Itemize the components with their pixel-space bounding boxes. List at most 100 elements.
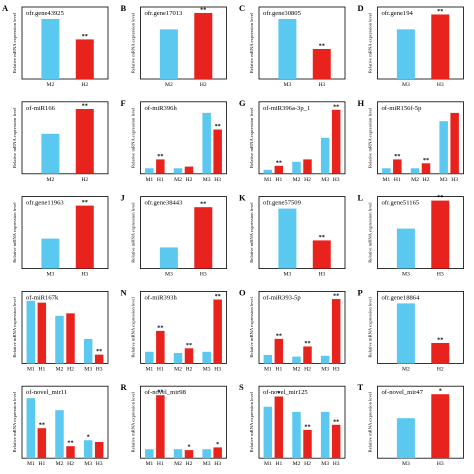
x-tick-label: M3 [283,82,291,88]
x-tick-label: H3 [81,272,88,278]
plot-frame [21,101,109,175]
bar-H2 [421,163,431,174]
x-tick-label: H1 [157,177,164,183]
bar-M2 [159,29,178,80]
bar-M1 [26,398,36,459]
ylabel: Relative mRNA expression level [249,12,254,73]
x-tick-label: M3 [203,461,211,467]
chart-title: ofr.gene17013 [145,10,184,17]
panel-letter: O [239,287,246,297]
ylabel: Relative mRNA expression level [249,107,254,168]
chart-title: of-miR166 [26,105,56,112]
ylabel: Relative mRNA expression level [249,202,254,263]
bar-M3 [396,418,415,459]
x-tick-label: M2 [293,366,301,372]
bar-M1 [263,354,273,364]
chart-title: ofr.gene51165 [382,200,420,207]
plot-frame [377,101,464,175]
x-tick-label: H3 [214,366,221,372]
x-tick-label: H3 [200,272,207,278]
panel-letter: R [121,382,128,392]
plot-frame [140,385,227,459]
significance-label: ** [304,423,310,430]
x-tick-label: H2 [304,461,311,467]
x-tick-label: M1 [27,366,35,372]
chart-title: of-novel_mir125 [263,389,308,396]
bar-M3 [202,351,211,364]
bar-H3 [431,14,450,80]
panel-18: S Relative mRNA expression level of-novel_… [239,382,346,467]
bar-H1 [156,159,165,174]
x-tick-label: M2 [174,366,182,372]
x-tick-label: M2 [293,461,301,467]
chart-title: ofr.gene43925 [26,10,65,17]
significance-label: ** [333,293,339,300]
significance-label: ** [437,8,443,15]
bar-H3 [431,200,450,269]
plot-frame [21,385,109,459]
ylabel: Relative mRNA expression level [131,107,136,168]
bar-M1 [382,168,391,174]
chart-title: of-miR393-5p [263,294,301,301]
x-tick-label: M2 [293,177,301,183]
bar-M3 [320,355,330,364]
ylabel: Relative mRNA expression level [12,297,17,358]
x-tick-label: H2 [186,177,193,183]
x-tick-label: M2 [174,177,182,183]
x-tick-label: H3 [437,82,444,88]
significance-label: ** [200,6,206,13]
panel-letter: S [239,382,244,392]
panel-19: T Relative mRNA expression level of-novel_… [358,382,464,467]
bar-M3 [83,338,93,364]
significance-label: * [187,444,190,451]
bar-M2 [173,168,183,174]
panel-letter: H [358,98,365,108]
x-tick-label: M3 [84,366,92,372]
bar-M1 [263,406,273,459]
bar-M2 [55,410,64,459]
bar-M3 [41,238,60,269]
ylabel: Relative mRNA expression level [12,391,17,452]
chart-title: ofr.gene30805 [263,10,302,17]
ylabel: Relative mRNA expression level [249,297,254,358]
chart-title: ofr.gene194 [382,10,414,17]
ylabel: Relative mRNA expression level [368,297,373,358]
bar-H2 [303,346,312,364]
bar-H1 [274,165,284,174]
x-tick-label: M3 [402,272,410,278]
x-tick-label: H3 [437,272,444,278]
x-tick-label: M3 [402,461,410,467]
significance-label: ** [157,153,163,160]
plot-frame [377,6,464,80]
bar-M3 [396,228,415,269]
ylabel: Relative mRNA expression level [131,297,136,358]
bar-H3 [431,394,450,459]
significance-label: ** [82,199,88,206]
bar-H3 [331,424,341,459]
panel-2: C Relative mRNA expression level ofr.gene3… [239,3,346,88]
significance-label: ** [437,194,443,201]
x-tick-label: M3 [203,366,211,372]
bar-M2 [292,161,301,174]
panel-1: B Relative mRNA expression level ofr.gene1… [121,3,227,88]
bar-M2 [292,356,301,364]
panel-5: F Relative mRNA expression level of-miR396… [121,98,227,183]
chart-title: ofr.gene11963 [26,200,64,207]
bar-M3 [320,411,330,459]
x-tick-label: H3 [96,366,103,372]
x-tick-label: M2 [56,461,64,467]
x-tick-label: H3 [214,177,221,183]
x-tick-label: M3 [203,177,211,183]
plot-frame [21,6,109,80]
chart-title: of-novel_mir98 [145,389,187,396]
panel-letter: P [358,287,363,297]
x-tick-label: M2 [46,82,54,88]
bar-H2 [303,429,312,459]
chart-title: ofr.gene18864 [382,294,421,301]
